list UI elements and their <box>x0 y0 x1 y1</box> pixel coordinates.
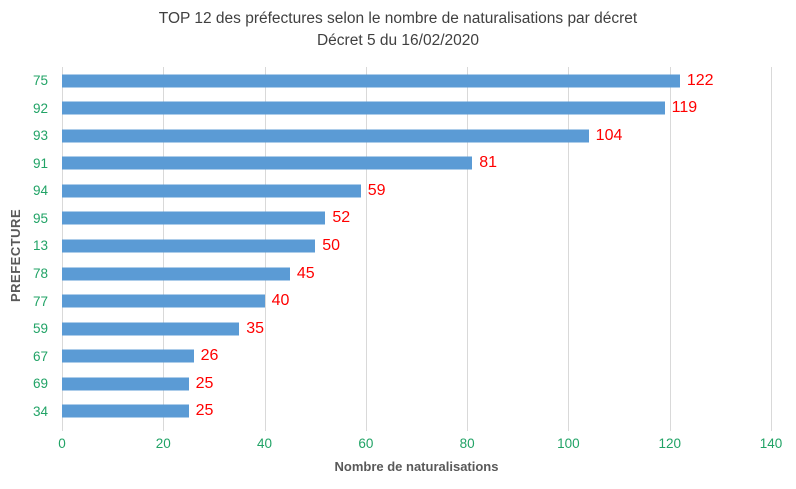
category-label-59: 59 <box>32 321 48 337</box>
x-tick-label-100: 100 <box>557 436 580 451</box>
value-label-59: 35 <box>246 319 265 337</box>
category-label-69: 69 <box>32 376 48 392</box>
bar-78 <box>62 267 290 281</box>
tickmark-x-140 <box>771 425 772 431</box>
bar-34 <box>62 404 189 418</box>
tickmark-x-60 <box>365 425 367 431</box>
category-label-77: 77 <box>32 293 48 309</box>
x-axis-tick-labels: 0 20 40 60 80 100 120 140 <box>58 436 782 452</box>
bar-row: 59 <box>62 177 771 205</box>
tickmark-x-100 <box>568 425 570 431</box>
gridline-x-120 <box>669 67 671 425</box>
category-label-78: 78 <box>32 266 48 282</box>
value-label-77: 40 <box>271 292 290 310</box>
bar-94 <box>62 184 361 198</box>
bar-13 <box>62 239 316 253</box>
bar-row: 52 <box>62 205 771 233</box>
category-label-91: 91 <box>32 155 48 171</box>
bar-75 <box>62 74 680 88</box>
bar-67 <box>62 349 194 363</box>
chart-subtitle: Décret 5 du 16/02/2020 <box>316 32 479 49</box>
tickmark-x-40 <box>264 425 266 431</box>
x-tick-label-120: 120 <box>658 436 681 451</box>
value-label-92: 119 <box>671 99 698 117</box>
value-label-93: 104 <box>595 126 623 144</box>
chart-title-block: TOP 12 des préfectures selon le nombre d… <box>0 8 796 52</box>
category-label-67: 67 <box>32 348 48 364</box>
plot-area: 122 119 104 81 59 52 50 45 40 35 26 25 25 <box>62 67 772 431</box>
value-label-75: 122 <box>686 71 714 89</box>
x-tick-label-0: 0 <box>58 436 66 451</box>
bar-row: 25 <box>62 397 771 425</box>
bar-row: 81 <box>62 150 771 178</box>
gridline-x-80 <box>467 67 469 425</box>
value-label-34: 25 <box>195 402 214 420</box>
x-tick-label-40: 40 <box>257 436 273 451</box>
bar-row: 119 <box>62 95 771 123</box>
category-label-94: 94 <box>32 183 48 199</box>
category-label-75: 75 <box>32 73 48 89</box>
gridline-x-100 <box>568 67 570 425</box>
bar-row: 122 <box>62 67 771 95</box>
bar-row: 26 <box>62 342 771 370</box>
bar-91 <box>62 156 473 170</box>
value-label-91: 81 <box>479 154 497 172</box>
bar-row: 25 <box>62 370 771 398</box>
category-label-92: 92 <box>32 100 48 116</box>
tickmark-x-80 <box>467 425 469 431</box>
category-axis-labels: 75 92 93 91 94 95 13 78 77 59 67 69 34 <box>0 67 48 425</box>
value-label-67: 26 <box>200 347 219 365</box>
category-label-93: 93 <box>32 128 48 144</box>
tickmark-x-20 <box>163 425 165 431</box>
tickmark-x-120 <box>669 425 671 431</box>
value-label-13: 50 <box>322 236 340 254</box>
bar-row: 50 <box>62 232 771 260</box>
value-label-94: 59 <box>367 181 386 199</box>
gridline-x-60 <box>365 67 367 425</box>
category-label-13: 13 <box>32 238 48 254</box>
category-label-34: 34 <box>32 403 48 419</box>
chart-title: TOP 12 des préfectures selon le nombre d… <box>158 10 638 27</box>
bar-77 <box>62 294 265 308</box>
bar-59 <box>62 322 240 336</box>
x-tick-label-20: 20 <box>155 436 171 451</box>
category-label-95: 95 <box>32 210 48 226</box>
x-tick-label-60: 60 <box>358 436 374 451</box>
bar-row: 40 <box>62 287 771 315</box>
x-tick-label-80: 80 <box>459 436 475 451</box>
bar-93 <box>62 129 589 143</box>
bar-69 <box>62 377 189 391</box>
bar-92 <box>62 101 665 115</box>
tickmark-x-0 <box>62 425 63 431</box>
bar-row: 45 <box>62 260 771 288</box>
bar-95 <box>62 211 326 225</box>
value-label-69: 25 <box>195 374 214 392</box>
x-tick-label-140: 140 <box>759 436 783 451</box>
bar-row: 35 <box>62 315 771 343</box>
bar-row: 104 <box>62 122 771 150</box>
value-label-95: 52 <box>332 209 351 227</box>
gridline-x-140 <box>771 67 772 425</box>
value-label-78: 45 <box>296 264 315 282</box>
x-axis-title: Nombre de naturalisations <box>334 459 499 474</box>
